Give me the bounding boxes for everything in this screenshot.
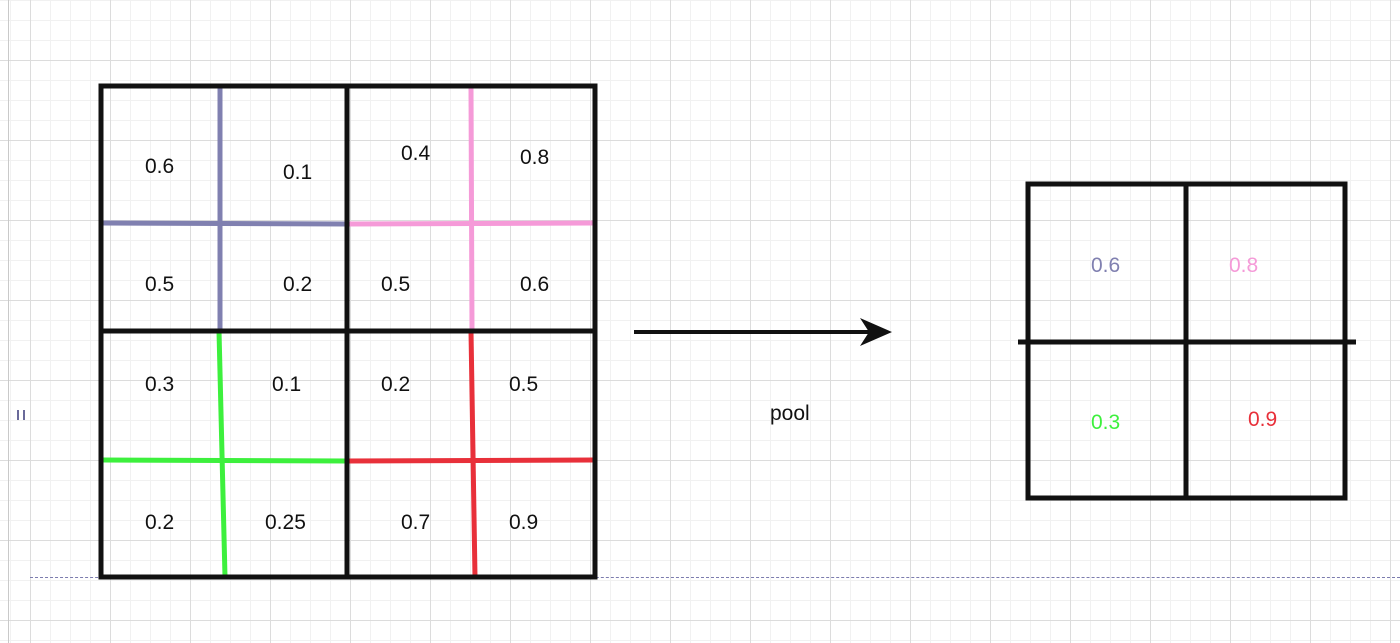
input-cell-r1-c4: 0.8 bbox=[520, 146, 549, 169]
input-cell-r2-c2: 0.2 bbox=[283, 273, 312, 296]
page-break-line bbox=[30, 577, 1400, 578]
input-cell-r1-c1: 0.6 bbox=[145, 155, 174, 178]
output-cell-r2-c1: 0.3 bbox=[1091, 411, 1120, 434]
input-cell-r2-c3: 0.5 bbox=[381, 273, 410, 296]
input-cell-r4-c1: 0.2 bbox=[145, 511, 174, 534]
input-cell-r2-c4: 0.6 bbox=[520, 273, 549, 296]
input-cell-r3-c2: 0.1 bbox=[272, 373, 301, 396]
input-cell-r4-c3: 0.7 bbox=[401, 511, 430, 534]
window-line-bottom-left-vertical bbox=[216, 330, 228, 578]
input-cell-r4-c4: 0.9 bbox=[509, 511, 538, 534]
window-line-bottom-left-horizontal bbox=[102, 457, 348, 464]
input-cell-r4-c2: 0.25 bbox=[265, 511, 306, 534]
pool-label: pool bbox=[770, 402, 810, 425]
input-grid-values: 0.6 0.1 0.4 0.8 0.5 0.2 0.5 0.6 0.3 0.1 … bbox=[145, 142, 549, 534]
output-grid bbox=[1018, 181, 1356, 501]
window-line-top-left-horizontal bbox=[100, 220, 348, 227]
output-cell-r1-c2: 0.8 bbox=[1229, 254, 1258, 277]
input-cell-r3-c4: 0.5 bbox=[509, 373, 538, 396]
input-cell-r1-c3: 0.4 bbox=[401, 142, 431, 165]
input-cell-r3-c1: 0.3 bbox=[145, 373, 174, 396]
output-cell-r2-c2: 0.9 bbox=[1248, 408, 1277, 431]
canvas-ruler-line bbox=[8, 0, 9, 643]
window-line-top-right-vertical bbox=[468, 86, 475, 332]
input-cell-r3-c3: 0.2 bbox=[381, 373, 410, 396]
input-cell-r1-c2: 0.1 bbox=[283, 161, 312, 184]
canvas-resize-handle[interactable] bbox=[17, 410, 25, 420]
output-grid-values: 0.6 0.8 0.3 0.9 bbox=[1091, 254, 1277, 434]
window-line-bottom-right-horizontal bbox=[346, 457, 595, 464]
window-line-bottom-right-vertical bbox=[468, 330, 478, 578]
pooling-window-lines bbox=[100, 86, 595, 578]
output-cell-r1-c1: 0.6 bbox=[1091, 254, 1120, 277]
input-grid bbox=[98, 83, 598, 580]
window-line-top-right-horizontal bbox=[346, 220, 595, 227]
pool-arrow bbox=[634, 318, 892, 346]
input-cell-r2-c1: 0.5 bbox=[145, 273, 174, 296]
arrow-head-icon bbox=[860, 318, 892, 346]
